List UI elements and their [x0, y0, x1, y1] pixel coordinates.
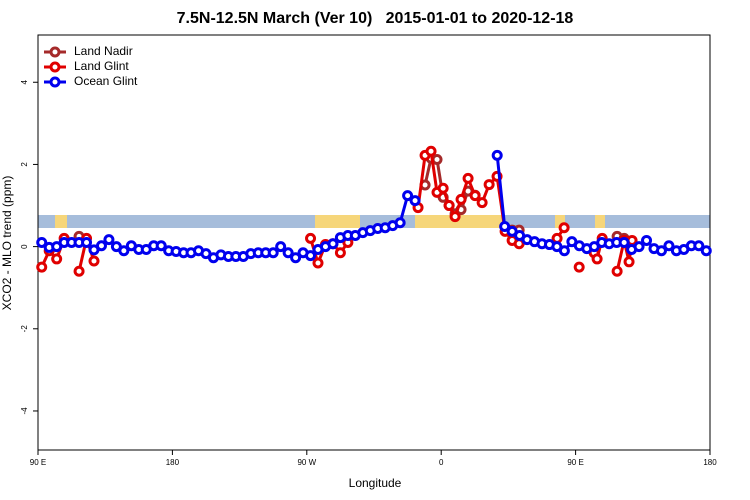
y-tick-label: 0 — [20, 244, 29, 249]
point — [88, 255, 100, 267]
land-patch — [415, 215, 505, 228]
legend-label: Land Glint — [74, 59, 129, 73]
legend-label: Ocean Glint — [74, 74, 138, 88]
y-tick-label: 2 — [20, 162, 29, 167]
point — [491, 149, 503, 161]
point — [305, 232, 317, 244]
point — [618, 237, 630, 248]
x-tick-label: 0 — [439, 458, 444, 467]
point — [51, 253, 63, 265]
land-patch — [555, 215, 565, 228]
point — [462, 172, 474, 184]
land-patch — [315, 215, 360, 228]
x-tick-label: 180 — [703, 458, 717, 467]
point — [641, 234, 653, 246]
point — [305, 250, 317, 262]
point — [623, 256, 635, 268]
ocean-band — [38, 215, 710, 228]
x-tick-label: 90 E — [30, 458, 46, 467]
x-tick-label: 180 — [166, 458, 180, 467]
point — [290, 252, 302, 264]
point — [275, 241, 287, 253]
point — [443, 200, 455, 212]
point — [425, 145, 437, 157]
point — [431, 154, 443, 165]
point — [437, 182, 449, 194]
x-tick-label: 90 E — [567, 458, 583, 467]
y-tick-label: -4 — [20, 407, 29, 415]
y-tick-label: 4 — [20, 79, 29, 84]
x-tick-label: 90 W — [297, 458, 316, 467]
point — [573, 261, 585, 273]
point — [103, 234, 115, 246]
point — [469, 190, 481, 202]
point — [611, 265, 623, 277]
point — [700, 245, 712, 257]
point — [267, 247, 279, 259]
point — [558, 222, 570, 234]
land-patch — [55, 215, 67, 228]
land-strip — [38, 215, 710, 228]
point — [155, 240, 167, 252]
point — [693, 240, 705, 252]
point — [402, 190, 414, 202]
point — [73, 265, 85, 277]
point — [282, 247, 294, 259]
point — [455, 193, 467, 205]
y-tick-label: -2 — [20, 325, 29, 333]
point — [409, 195, 421, 207]
legend-marker — [49, 61, 61, 73]
legend-label: Land Nadir — [74, 44, 133, 58]
point — [334, 247, 346, 259]
x-axis-label: Longitude — [349, 476, 402, 490]
point — [499, 220, 511, 232]
point — [95, 240, 107, 252]
point — [81, 237, 93, 248]
point — [36, 261, 48, 273]
point — [312, 257, 324, 269]
point — [449, 211, 461, 223]
y-axis-label: XCO2 - MLO trend (ppm) — [0, 176, 14, 311]
legend-marker — [49, 76, 61, 88]
point — [558, 245, 570, 257]
point — [476, 197, 488, 209]
point — [394, 217, 406, 229]
series-line — [423, 156, 631, 246]
land-patch — [595, 215, 605, 228]
point — [36, 237, 48, 248]
point — [118, 245, 130, 257]
chart-title: 7.5N-12.5N March (Ver 10) 2015-01-01 to … — [177, 10, 574, 27]
legend-marker — [49, 46, 61, 58]
point — [663, 240, 675, 252]
point — [483, 179, 495, 191]
point — [591, 253, 603, 265]
point — [633, 241, 645, 253]
point — [327, 238, 339, 250]
point — [655, 245, 667, 257]
